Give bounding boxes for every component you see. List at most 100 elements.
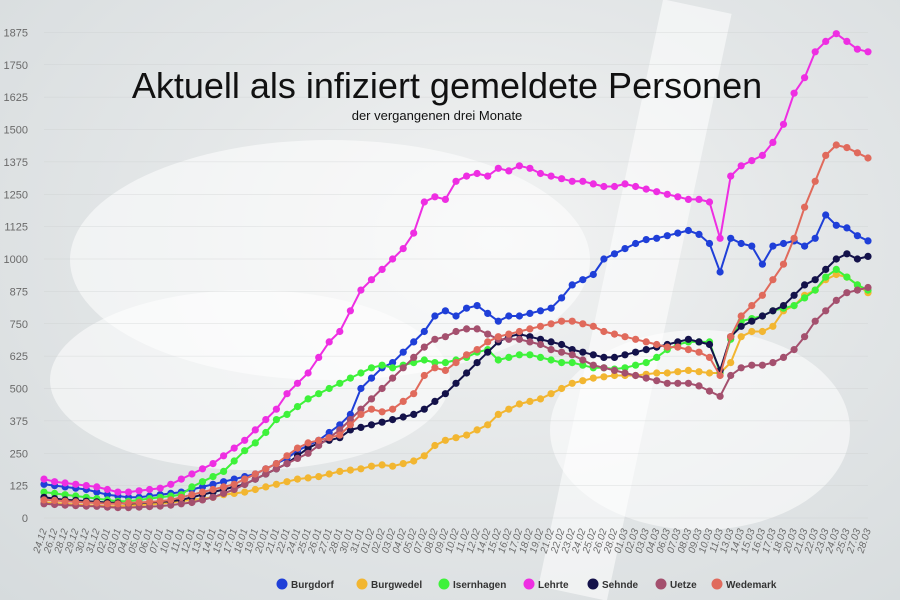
data-point bbox=[51, 489, 59, 497]
data-point bbox=[420, 452, 428, 460]
data-point bbox=[600, 353, 608, 361]
data-point bbox=[853, 286, 862, 294]
data-point bbox=[420, 327, 428, 336]
data-point bbox=[536, 353, 545, 361]
y-tick-label: 1625 bbox=[4, 92, 28, 104]
data-point bbox=[473, 302, 481, 310]
data-point bbox=[853, 149, 862, 157]
data-point bbox=[589, 374, 597, 382]
data-point bbox=[230, 480, 238, 488]
data-point bbox=[568, 379, 576, 387]
data-point bbox=[684, 195, 693, 203]
y-tick-label: 1750 bbox=[4, 60, 28, 72]
y-tick-label: 250 bbox=[10, 448, 28, 460]
data-point bbox=[769, 138, 777, 146]
data-point bbox=[325, 428, 333, 437]
legend-swatch bbox=[276, 578, 288, 590]
data-point bbox=[526, 309, 534, 317]
data-point bbox=[558, 340, 566, 349]
data-point bbox=[241, 475, 249, 483]
legend-label: Burgdorf bbox=[291, 580, 334, 591]
data-point bbox=[547, 338, 555, 346]
data-point bbox=[209, 460, 217, 468]
data-point bbox=[441, 359, 449, 367]
data-point bbox=[705, 353, 714, 361]
data-point bbox=[853, 45, 862, 53]
data-point bbox=[431, 335, 439, 343]
data-point bbox=[198, 496, 207, 504]
legend-label: Lehrte bbox=[538, 580, 569, 591]
data-point bbox=[367, 395, 376, 403]
data-point bbox=[748, 361, 756, 369]
data-point bbox=[779, 239, 788, 248]
data-point bbox=[410, 338, 418, 346]
data-point bbox=[378, 361, 386, 369]
data-point bbox=[198, 488, 207, 496]
data-point bbox=[40, 488, 48, 496]
data-point bbox=[610, 182, 619, 191]
data-point bbox=[822, 265, 830, 273]
data-point bbox=[389, 359, 397, 367]
data-point bbox=[600, 373, 608, 381]
data-point bbox=[536, 340, 545, 349]
data-point bbox=[304, 439, 312, 447]
data-point bbox=[526, 338, 534, 346]
data-point bbox=[716, 371, 724, 380]
data-point bbox=[748, 242, 756, 250]
data-point bbox=[325, 434, 333, 442]
data-point bbox=[378, 461, 386, 469]
data-point bbox=[632, 348, 640, 356]
data-point bbox=[716, 234, 724, 242]
data-point bbox=[441, 333, 449, 341]
data-point bbox=[568, 359, 576, 367]
data-point bbox=[684, 226, 693, 235]
data-point bbox=[568, 281, 576, 289]
data-point bbox=[558, 175, 566, 183]
data-point bbox=[853, 255, 862, 263]
data-point bbox=[663, 379, 671, 387]
data-point bbox=[283, 390, 291, 398]
data-point bbox=[399, 397, 407, 405]
data-point bbox=[463, 325, 471, 333]
data-point bbox=[568, 177, 576, 185]
data-point bbox=[198, 465, 207, 473]
data-point bbox=[558, 317, 566, 325]
data-point bbox=[93, 488, 101, 496]
data-point bbox=[505, 330, 513, 338]
data-point bbox=[410, 353, 418, 361]
data-point bbox=[463, 431, 471, 439]
y-tick-label: 1375 bbox=[4, 157, 28, 169]
data-point bbox=[346, 307, 354, 315]
data-point bbox=[589, 270, 597, 279]
data-point bbox=[705, 387, 714, 395]
series-layer bbox=[40, 30, 872, 512]
data-point bbox=[103, 491, 111, 499]
data-point bbox=[156, 484, 164, 492]
data-point bbox=[653, 340, 661, 349]
data-point bbox=[610, 366, 619, 374]
data-point bbox=[431, 312, 439, 320]
x-axis: 24.1226.1228.1229.1230.1231.1202.0103.01… bbox=[31, 527, 874, 556]
data-point bbox=[610, 330, 619, 338]
data-point bbox=[336, 379, 344, 387]
data-point bbox=[600, 364, 608, 372]
data-point bbox=[389, 405, 397, 413]
data-point bbox=[589, 322, 597, 330]
data-point bbox=[822, 211, 830, 219]
data-point bbox=[579, 320, 587, 328]
y-tick-label: 750 bbox=[10, 319, 28, 331]
data-point bbox=[684, 366, 693, 374]
series-uetze bbox=[40, 283, 872, 512]
data-point bbox=[441, 195, 449, 203]
data-point bbox=[336, 431, 344, 439]
legend-swatch bbox=[438, 578, 450, 590]
data-point bbox=[674, 229, 682, 237]
data-point bbox=[209, 473, 217, 481]
data-point bbox=[864, 283, 872, 292]
data-point bbox=[748, 302, 756, 310]
data-point bbox=[579, 177, 587, 185]
data-point bbox=[843, 224, 851, 232]
data-point bbox=[410, 410, 418, 418]
data-point bbox=[801, 203, 809, 211]
data-point bbox=[632, 361, 640, 369]
